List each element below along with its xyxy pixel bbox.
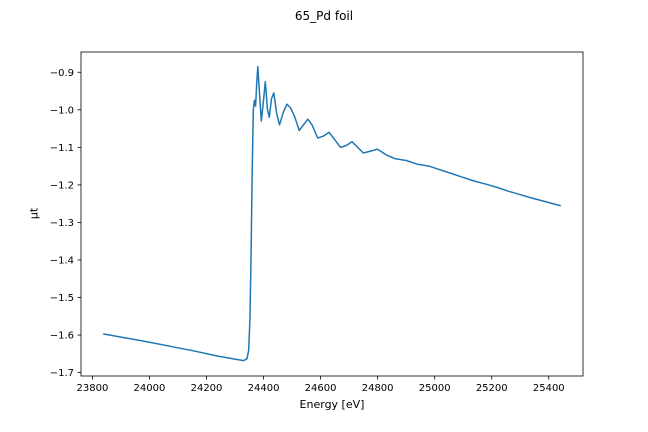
y-tick-label: −1.7	[50, 368, 74, 379]
x-tick-label: 24200	[191, 383, 223, 394]
axes-spines	[80, 51, 584, 377]
x-tick-label: 25200	[476, 383, 508, 394]
y-tick-label: −1.6	[50, 331, 74, 342]
x-tick-label: 25000	[419, 383, 451, 394]
x-axis-label: Energy [eV]	[299, 398, 365, 411]
y-tick-label: −1.1	[50, 143, 74, 154]
y-tick-label: −1.2	[50, 180, 74, 191]
y-tick-label: −1.3	[50, 218, 74, 229]
y-tick-label: −1.4	[50, 255, 74, 266]
x-tick-label: 24000	[134, 383, 166, 394]
y-tick-label: −1.0	[50, 105, 74, 116]
x-tick-label: 24600	[305, 383, 337, 394]
y-axis-label: μt	[27, 207, 41, 220]
x-tick-label: 23800	[77, 383, 109, 394]
chart-title: 65_Pd foil	[294, 9, 354, 23]
data-line	[103, 65, 561, 362]
x-tick-label: 24800	[362, 383, 394, 394]
x-tick-label: 25400	[533, 383, 565, 394]
y-tick-label: −0.9	[50, 68, 74, 79]
x-tick-label: 24400	[248, 383, 280, 394]
y-tick-label: −1.5	[50, 293, 74, 304]
